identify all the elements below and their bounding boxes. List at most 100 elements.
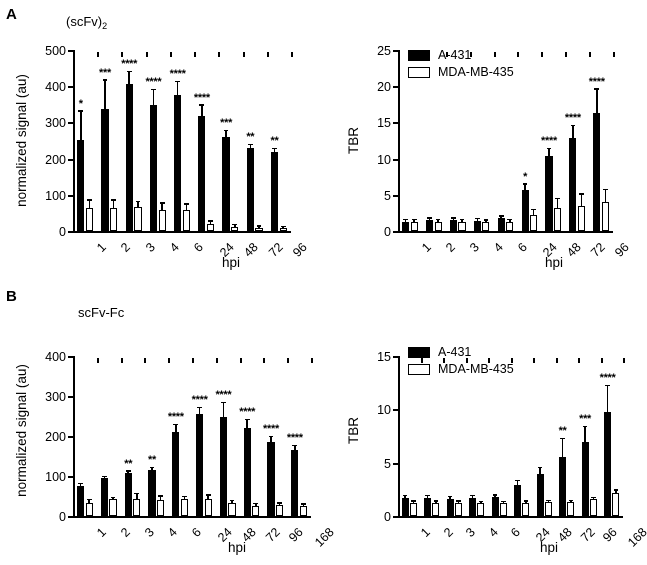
legend-item: MDA-MB-435 [408,362,514,376]
x-axis-title: hpi [540,540,559,555]
y-axis-title: TBR [346,416,361,444]
x-tick-label: 2 [118,240,134,255]
bar [157,499,165,516]
error-bar-cap [411,500,416,502]
x-tick [291,52,293,57]
error-bar [548,149,550,156]
error-bar-cap [427,217,432,219]
error-bar-cap [272,147,277,150]
error-bar-cap [492,494,498,496]
y-tick-label: 100 [45,188,66,203]
y-tick [68,122,73,125]
y-tick-label: 10 [377,403,391,418]
x-tick [242,52,245,57]
bar [446,498,454,516]
bar [612,492,620,516]
x-tick-label: 3 [466,240,482,255]
x-tick [145,52,148,57]
bar [134,207,142,231]
legend-swatch-filled [408,49,430,61]
error-bar [222,403,225,417]
error-bar-cap [205,494,211,496]
error-bar-cap [594,88,600,90]
error-bar [525,501,527,503]
error-bar [270,437,272,442]
error-bar [104,80,106,110]
bar [279,228,287,231]
x-tick-label: 6 [508,525,524,540]
y-axis-line [398,50,400,233]
legend-swatch-open [408,363,430,375]
bar [255,227,263,231]
error-bar [485,220,487,223]
y-axis-title: TBR [346,126,361,154]
legend-label: A-431 [438,345,472,359]
error-bar-cap [537,466,543,468]
bar [601,202,609,231]
bar [432,502,440,516]
y-tick-label: 15 [377,350,391,364]
x-tick-label: 1 [418,240,434,255]
bar [219,416,227,516]
error-bar [80,111,82,141]
error-bar-cap [223,129,229,132]
error-bar-cap [197,406,202,408]
error-bar-cap [515,479,520,482]
legend-label: MDA-MB-435 [438,65,514,79]
x-tick [311,358,313,363]
error-bar-cap [560,437,565,440]
y-tick-label: 0 [59,510,66,524]
bar [206,223,215,231]
significance-marker: * [78,97,83,110]
x-tick-label: 168 [624,525,647,550]
bar [85,207,94,231]
x-tick-label: 6 [189,525,204,540]
y-tick [68,158,73,161]
x-tick-label: 96 [289,240,310,260]
bar [506,221,514,231]
significance-marker: **** [239,406,256,419]
error-bar [516,481,519,486]
bar [449,220,457,231]
significance-marker: **** [193,91,210,104]
error-bar [532,210,535,216]
bar [270,152,279,231]
error-bar [426,496,429,498]
error-bar [452,218,455,221]
y-tick-label: 400 [45,350,66,364]
significance-marker: **** [145,76,162,89]
significance-marker: **** [588,75,605,88]
x-tick [443,358,445,363]
error-bar [502,502,505,504]
x-tick-label: 48 [555,525,576,545]
bar [491,497,499,516]
error-bar-cap [459,218,465,221]
x-axis-line [398,231,613,233]
legend-label: MDA-MB-435 [438,362,514,376]
bar [158,209,166,231]
x-tick [600,358,603,363]
x-tick [120,358,123,363]
y-tick [393,86,398,89]
error-bar [234,225,236,227]
legend-item: A-431 [408,48,514,62]
y-tick [68,194,73,197]
x-tick [194,52,197,57]
error-bar-cap [531,208,537,211]
error-bar-cap [125,470,131,472]
error-bar [584,427,586,443]
bar [109,499,117,516]
error-bar [471,496,474,498]
bar [149,104,158,231]
x-tick-label: 96 [600,525,621,545]
error-bar-cap [447,495,453,498]
y-tick [393,356,398,358]
error-bar-cap [292,444,298,447]
y-tick-label: 400 [45,80,66,95]
x-tick-label: 3 [463,525,479,540]
x-tick-label: 6 [514,240,530,255]
error-bar [127,471,129,474]
x-tick-label: 1 [93,525,109,540]
error-bar [103,477,106,479]
bar [410,221,418,231]
